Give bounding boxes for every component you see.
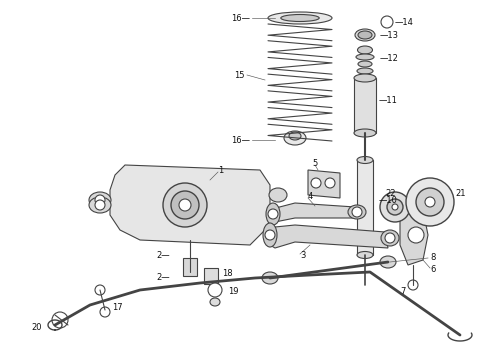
Bar [354,78,376,133]
Text: 22: 22 [385,189,395,198]
Circle shape [311,178,321,188]
Circle shape [425,197,435,207]
Circle shape [392,204,398,210]
Ellipse shape [357,68,373,74]
Polygon shape [110,165,270,245]
Text: —11: —11 [379,95,398,104]
Text: 17: 17 [112,302,122,311]
Ellipse shape [358,46,372,54]
Text: —13: —13 [380,31,399,40]
Text: 5: 5 [312,158,317,167]
Circle shape [408,227,424,243]
Circle shape [163,183,207,227]
Ellipse shape [355,29,375,41]
Circle shape [380,192,410,222]
Text: 18: 18 [222,269,233,278]
Circle shape [95,200,105,210]
Ellipse shape [289,132,301,140]
Circle shape [381,16,393,28]
Bar [357,160,373,255]
Polygon shape [268,203,355,222]
Polygon shape [400,205,428,265]
Text: —10: —10 [379,195,398,204]
Circle shape [208,283,222,297]
Text: —12: —12 [380,54,399,63]
Ellipse shape [89,197,111,213]
Text: 3: 3 [300,252,305,261]
Ellipse shape [354,129,376,137]
Ellipse shape [358,61,372,67]
Ellipse shape [210,298,220,306]
Ellipse shape [89,192,111,208]
Polygon shape [265,225,388,248]
Bar [204,268,218,284]
Circle shape [408,280,418,290]
Circle shape [95,285,105,295]
Polygon shape [308,170,340,198]
Text: 16—: 16— [231,135,250,144]
Text: —14: —14 [395,18,414,27]
Text: 2—: 2— [156,251,170,260]
Ellipse shape [358,31,372,39]
Text: 19: 19 [228,288,239,297]
Ellipse shape [269,188,287,202]
Circle shape [52,312,68,328]
Circle shape [352,207,362,217]
Bar [183,258,197,276]
Text: 2—: 2— [156,274,170,283]
Circle shape [95,195,105,205]
Text: 8: 8 [430,253,436,262]
Circle shape [268,209,278,219]
Text: 20: 20 [31,323,42,332]
Ellipse shape [380,256,396,268]
Text: 15: 15 [235,71,245,80]
Ellipse shape [284,131,306,145]
Circle shape [385,233,395,243]
Ellipse shape [262,272,278,284]
Circle shape [325,178,335,188]
Circle shape [416,188,444,216]
Text: 16—: 16— [231,14,250,23]
Ellipse shape [354,74,376,82]
Ellipse shape [357,252,373,258]
Circle shape [265,230,275,240]
Ellipse shape [357,157,373,163]
Circle shape [171,191,199,219]
Circle shape [100,307,110,317]
Circle shape [406,178,454,226]
Ellipse shape [348,205,366,219]
Ellipse shape [356,54,374,60]
Ellipse shape [381,230,399,246]
Ellipse shape [263,223,277,247]
Text: 1: 1 [218,166,223,175]
Ellipse shape [266,203,280,225]
Text: 21: 21 [455,189,466,198]
Text: 7: 7 [400,288,405,297]
Text: 6: 6 [430,266,436,274]
Ellipse shape [268,12,332,24]
Text: 4: 4 [308,192,313,201]
Circle shape [387,199,403,215]
Circle shape [179,199,191,211]
Ellipse shape [281,14,319,22]
